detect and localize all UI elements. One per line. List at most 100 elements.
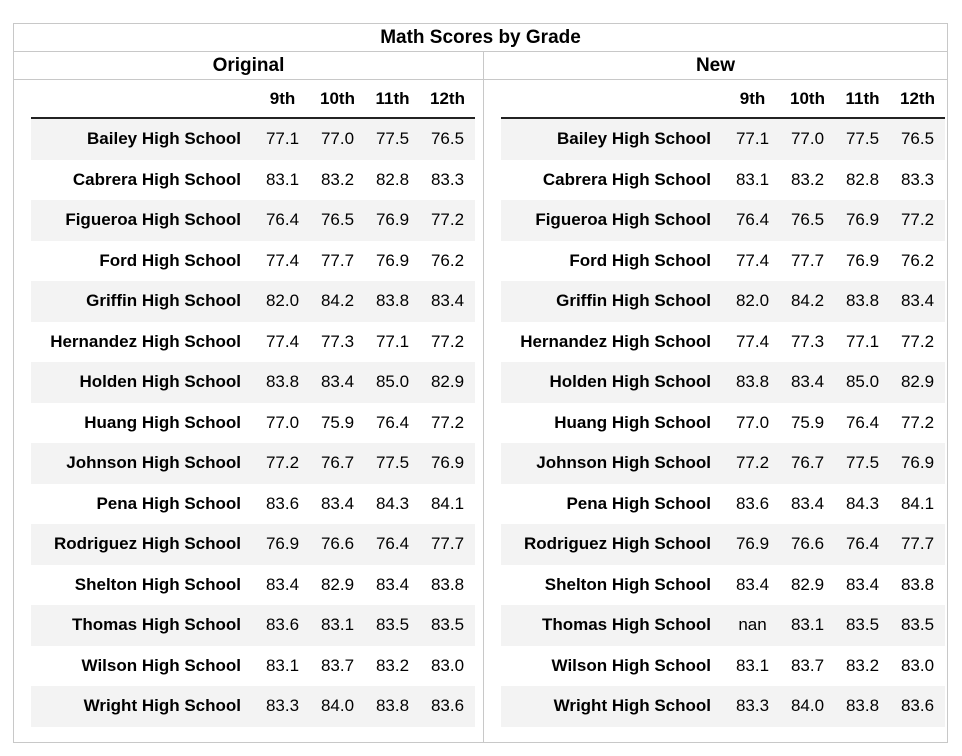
school-name: Figueroa High School	[65, 210, 241, 230]
score-cell: 83.5	[430, 615, 465, 635]
school-name: Wright High School	[83, 696, 241, 716]
school-name: Wilson High School	[81, 655, 241, 675]
table-body: Bailey High School 77.1 77.0 77.5 76.5 Cabrer…	[501, 119, 945, 727]
score-cell: 77.2	[430, 412, 465, 432]
table-row: Wright High School 83.3 84.0 83.8 83.6	[31, 686, 475, 727]
school-name: Ford High School	[569, 250, 711, 270]
score-cell: 76.6	[790, 534, 825, 554]
score-cell: 77.4	[265, 331, 300, 351]
score-cell: 77.7	[900, 534, 935, 554]
score-cell: 77.2	[265, 453, 300, 473]
score-cell: 83.0	[900, 655, 935, 675]
table-row: Thomas High School nan 83.1 83.5 83.5	[501, 605, 945, 646]
score-cell: 83.4	[790, 372, 825, 392]
table-row: Bailey High School 77.1 77.0 77.5 76.5	[501, 119, 945, 160]
score-cell: 83.3	[430, 169, 465, 189]
table-row: Griffin High School 82.0 84.2 83.8 83.4	[31, 281, 475, 322]
school-name: Figueroa High School	[535, 210, 711, 230]
score-cell: 77.7	[430, 534, 465, 554]
score-cell: 83.4	[790, 493, 825, 513]
column-header: 12th	[900, 89, 935, 108]
score-cell: 76.9	[735, 534, 770, 554]
school-name: Hernandez High School	[520, 331, 711, 351]
score-cell: 83.8	[265, 372, 300, 392]
score-cell: 76.9	[845, 250, 880, 270]
table-row: Wilson High School 83.1 83.7 83.2 83.0	[31, 646, 475, 687]
score-cell: 76.2	[430, 250, 465, 270]
table-row: Holden High School 83.8 83.4 85.0 82.9	[501, 362, 945, 403]
score-cell: 76.9	[375, 250, 410, 270]
score-cell: 83.3	[735, 696, 770, 716]
score-cell: 77.1	[265, 129, 300, 149]
school-name: Pena High School	[566, 493, 711, 513]
table-row: Ford High School 77.4 77.7 76.9 76.2	[31, 241, 475, 282]
school-name: Holden High School	[549, 372, 712, 392]
score-cell: 77.0	[320, 129, 355, 149]
score-cell: 83.2	[845, 655, 880, 675]
score-cell: 83.8	[735, 372, 770, 392]
score-cell: 83.2	[790, 169, 825, 189]
score-cell: 77.0	[735, 412, 770, 432]
score-cell: 76.6	[320, 534, 355, 554]
table-row: Shelton High School 83.4 82.9 83.4 83.8	[501, 565, 945, 606]
scores-table: 9th 10th 11th 12th Bailey High School 77.…	[31, 80, 475, 727]
score-cell: 77.7	[790, 250, 825, 270]
school-name: Cabrera High School	[72, 169, 241, 189]
score-cell: 83.3	[900, 169, 935, 189]
score-cell: 83.6	[265, 615, 300, 635]
score-cell: 83.1	[735, 655, 770, 675]
table-row: Johnson High School 77.2 76.7 77.5 76.9	[501, 443, 945, 484]
score-cell: 76.9	[430, 453, 465, 473]
score-cell: 77.1	[735, 129, 770, 149]
score-cell: 77.0	[265, 412, 300, 432]
score-cell: 82.9	[430, 372, 465, 392]
score-cell: 83.8	[845, 291, 880, 311]
score-cell: 82.9	[320, 574, 355, 594]
table-row: Cabrera High School 83.1 83.2 82.8 83.3	[501, 160, 945, 201]
school-name: Huang High School	[84, 412, 241, 432]
score-cell: 77.5	[845, 453, 880, 473]
score-cell: 84.1	[430, 493, 465, 513]
score-cell: 83.5	[900, 615, 935, 635]
score-cell: 76.9	[845, 210, 880, 230]
school-name: Thomas High School	[71, 615, 241, 635]
score-cell: 76.9	[900, 453, 935, 473]
score-cell: 83.5	[845, 615, 880, 635]
table-row: Pena High School 83.6 83.4 84.3 84.1	[31, 484, 475, 525]
score-cell: 83.8	[900, 574, 935, 594]
score-cell: 83.8	[845, 696, 880, 716]
table-row: Holden High School 83.8 83.4 85.0 82.9	[31, 362, 475, 403]
table-row: Ford High School 77.4 77.7 76.9 76.2	[501, 241, 945, 282]
score-cell: 76.7	[320, 453, 355, 473]
score-cell: 76.4	[845, 412, 880, 432]
score-cell: 76.4	[375, 412, 410, 432]
score-cell: 77.4	[735, 331, 770, 351]
score-cell: 84.2	[790, 291, 825, 311]
score-cell: 83.7	[790, 655, 825, 675]
table-body: Bailey High School 77.1 77.0 77.5 76.5 Cabrer…	[31, 119, 475, 727]
score-cell: 83.1	[320, 615, 355, 635]
score-cell: 76.4	[375, 534, 410, 554]
score-cell: 76.9	[375, 210, 410, 230]
score-cell: 82.8	[845, 169, 880, 189]
panel-original: Original 9th 10th 11th 12th Bailey High …	[14, 52, 483, 743]
score-cell: 82.0	[735, 291, 770, 311]
scores-table: 9th 10th 11th 12th Bailey High School 77.…	[501, 80, 945, 727]
school-name: Griffin High School	[86, 291, 241, 311]
score-cell: 76.2	[900, 250, 935, 270]
score-cell: 77.2	[900, 331, 935, 351]
column-header: 12th	[430, 89, 465, 108]
score-cell: 77.5	[845, 129, 880, 149]
score-cell: 83.4	[265, 574, 300, 594]
school-name: Hernandez High School	[50, 331, 241, 351]
score-cell: 76.5	[430, 129, 465, 149]
score-cell: 83.6	[430, 696, 465, 716]
score-cell: 76.4	[845, 534, 880, 554]
score-cell: 76.5	[900, 129, 935, 149]
column-header: 11th	[375, 89, 410, 108]
column-header-row: 9th 10th 11th 12th	[501, 80, 945, 119]
table-row: Griffin High School 82.0 84.2 83.8 83.4	[501, 281, 945, 322]
score-cell: 77.5	[375, 453, 410, 473]
column-header-row: 9th 10th 11th 12th	[31, 80, 475, 119]
school-name: Pena High School	[96, 493, 241, 513]
